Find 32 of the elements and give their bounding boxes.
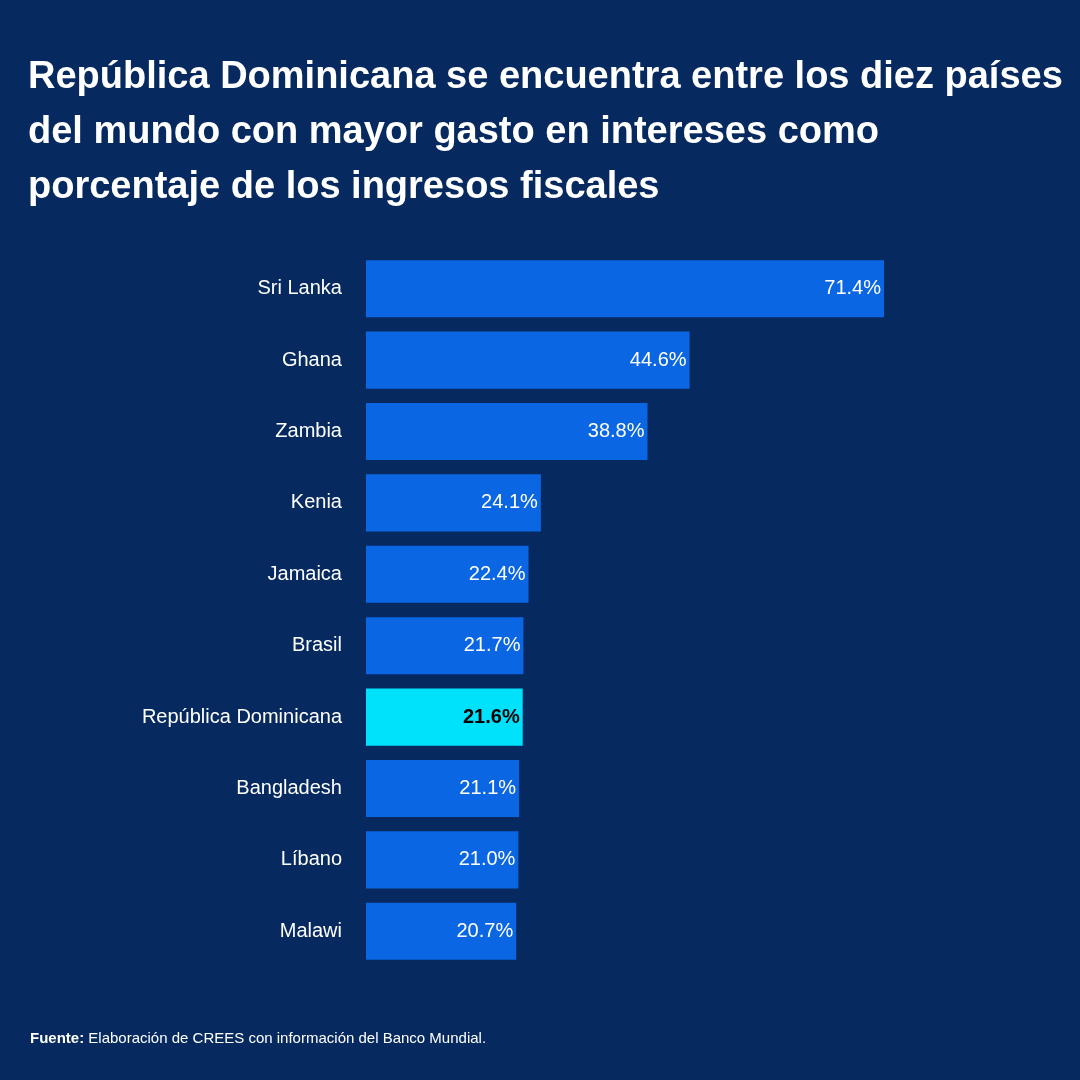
bar	[366, 545, 529, 603]
data-label: 21.1%	[459, 776, 517, 799]
bar	[366, 617, 524, 675]
y-tick-label: Malawi	[279, 918, 342, 941]
source-note: Fuente: Elaboración de CREES con información del Banco Mundial.	[30, 1029, 487, 1046]
y-tick-label: Zambia	[275, 419, 343, 442]
data-label: 24.1%	[481, 490, 539, 513]
bar	[366, 260, 884, 318]
bar	[366, 902, 517, 960]
bar	[366, 402, 648, 461]
data-label: 21.6%	[462, 704, 520, 727]
data-label: 20.7%	[456, 918, 514, 941]
y-tick-label: Bangladesh	[236, 776, 342, 799]
y-tick-label: Kenia	[290, 490, 343, 513]
data-label: 38.8%	[587, 419, 645, 442]
y-tick-label: Líbano	[280, 847, 342, 870]
y-tick-label: República Dominicana	[141, 704, 343, 727]
chart-title: República Dominicana se encuentra entre los diez países del mundo con mayor gasto en intereses como porcentaje de los ingresos fiscales	[28, 53, 1064, 208]
y-tick-label: Ghana	[281, 347, 343, 370]
data-label: 21.7%	[463, 633, 521, 656]
data-label: 22.4%	[468, 561, 526, 584]
data-label: 44.6%	[629, 347, 687, 370]
data-label: 21.0%	[458, 847, 516, 870]
y-tick-label: Brasil	[291, 633, 342, 656]
y-tick-label: Sri Lanka	[257, 276, 343, 299]
bar	[366, 759, 520, 818]
bar	[366, 474, 541, 532]
y-tick-label: Jamaica	[267, 561, 343, 584]
data-label: 71.4%	[824, 276, 882, 299]
bar	[366, 688, 523, 746]
bar	[366, 831, 519, 889]
bar	[366, 331, 690, 389]
